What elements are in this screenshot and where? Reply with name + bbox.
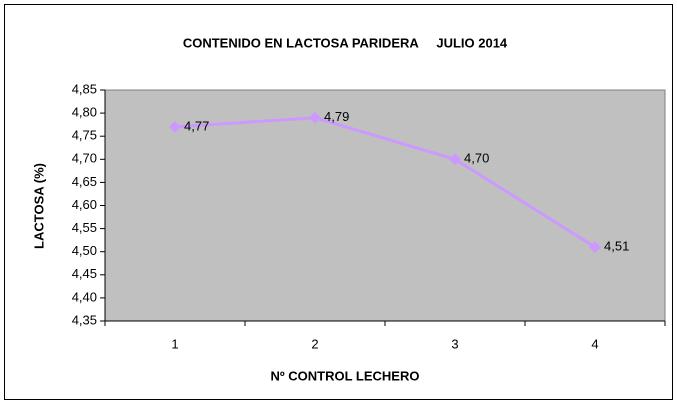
data-label: 4,70 [464,151,489,166]
y-tick-label: 4,50 [72,243,97,258]
x-tick-label: 2 [311,336,318,351]
chart-title: CONTENIDO EN LACTOSA PARIDERA JULIO 2014 [183,35,508,50]
y-axis-title: LACTOSA (%) [31,163,46,249]
data-marker [169,120,181,133]
data-label: 4,79 [324,109,349,124]
y-tick-label: 4,55 [72,220,97,235]
data-marker [309,111,321,124]
data-label: 4,51 [604,239,629,254]
y-tick-label: 4,65 [72,174,97,189]
x-axis-title: Nº CONTROL LECHERO [271,368,420,383]
plot-area [104,89,666,322]
y-tick-label: 4,80 [72,105,97,120]
y-tick-label: 4,35 [72,312,97,327]
y-tick-label: 4,40 [72,289,97,304]
data-label: 4,77 [184,118,209,133]
y-tick-label: 4,75 [72,128,97,143]
y-tick-label: 4,85 [72,81,97,96]
y-tick-label: 4,70 [72,151,97,166]
data-marker [589,241,601,254]
y-tick-label: 4,60 [72,197,97,212]
x-tick-label: 3 [451,336,458,351]
x-tick-label: 1 [171,336,178,351]
x-tick-label: 4 [591,336,598,351]
y-tick-label: 4,45 [72,266,97,281]
data-line [174,116,596,249]
data-marker [449,153,461,166]
